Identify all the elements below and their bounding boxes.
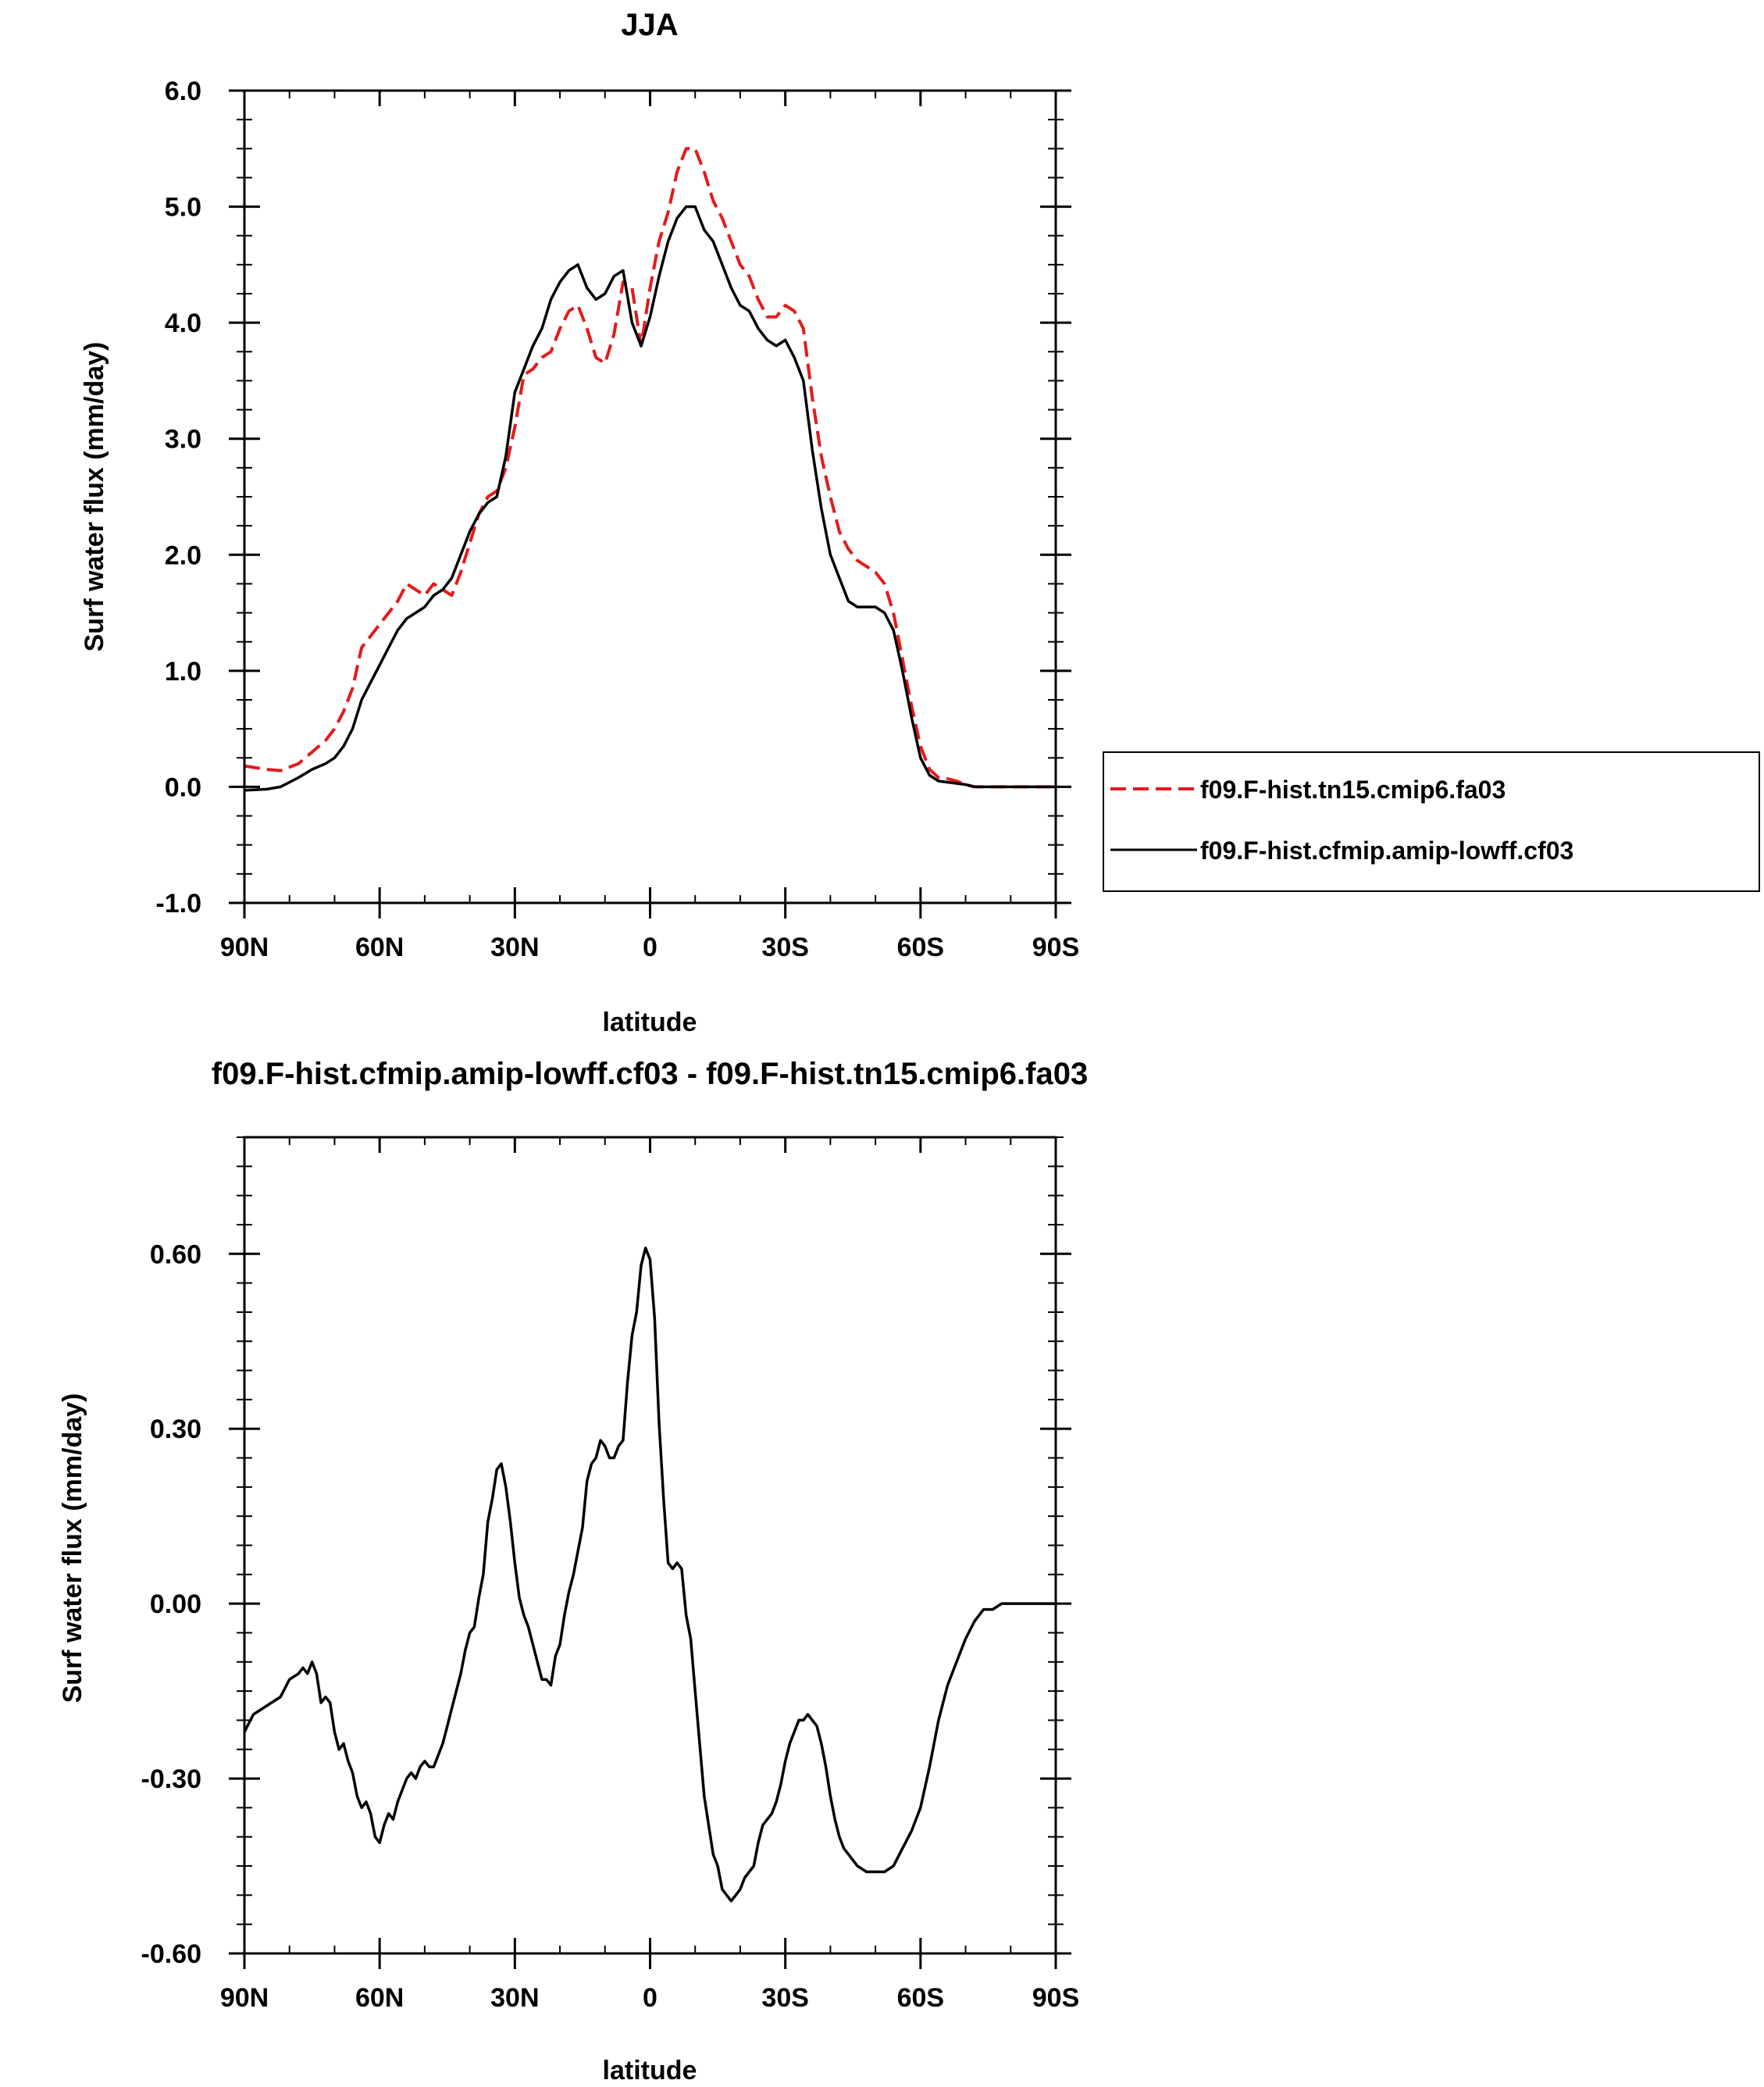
- y-tick-label: 0.0: [165, 772, 201, 802]
- y-tick-label: -0.30: [141, 1764, 202, 1794]
- y-tick-label: 6.0: [165, 77, 201, 106]
- x-tick-label: 30S: [761, 1983, 809, 2013]
- top-y-axis-label: Surf water flux (mm/day): [80, 342, 109, 652]
- y-tick-label: 1.0: [165, 657, 201, 687]
- bottom-panel: f09.F-hist.cfmip.amip-lowff.cf03 - f09.F…: [58, 1057, 1088, 2085]
- x-tick-label: 30S: [761, 933, 809, 962]
- legend: f09.F-hist.tn15.cmip6.fa03 f09.F-hist.cf…: [1103, 751, 1760, 892]
- y-tick-label: 2.0: [165, 540, 201, 570]
- y-tick-label: 5.0: [165, 193, 201, 223]
- y-tick-label: 4.0: [165, 309, 201, 338]
- series-line-tn15: [244, 147, 1056, 789]
- y-tick-label: 0.60: [150, 1240, 201, 1269]
- x-tick-label: 60N: [355, 1983, 404, 2013]
- x-tick-label: 90S: [1032, 933, 1080, 962]
- x-tick-label: 30N: [490, 1983, 539, 2013]
- top-plot-series: [244, 147, 1056, 792]
- x-tick-label: 90N: [220, 933, 269, 962]
- x-tick-label: 90S: [1032, 1983, 1080, 2013]
- x-tick-label: 90N: [220, 1983, 269, 2013]
- x-tick-label: 0: [643, 933, 657, 962]
- x-tick-label: 60S: [897, 933, 945, 962]
- y-tick-label: 0.00: [150, 1589, 201, 1619]
- bottom-chart-title: f09.F-hist.cfmip.amip-lowff.cf03 - f09.F…: [212, 1057, 1088, 1091]
- bottom-y-axis-label: Surf water flux (mm/day): [58, 1393, 87, 1703]
- x-tick-label: 60N: [355, 933, 404, 962]
- x-tick-label: 0: [643, 1983, 657, 2013]
- bottom-plot-series: [243, 1247, 1056, 1903]
- series-line-cfmip: [244, 205, 1056, 792]
- top-ticks: 90N 60N 30N 0 30S 60S 90S -1.0 0.0 1.0 2.0 3.0 4.0 5.…: [155, 77, 1079, 962]
- series-line-difference: [243, 1247, 1056, 1903]
- x-tick-label: 60S: [897, 1983, 945, 2013]
- top-chart-title: JJA: [621, 8, 678, 42]
- y-tick-label: -1.0: [155, 889, 201, 919]
- top-x-axis-label: latitude: [603, 1008, 697, 1037]
- legend-label-tn15: f09.F-hist.tn15.cmip6.fa03: [1200, 776, 1506, 804]
- x-tick-label: 30N: [490, 933, 539, 962]
- legend-box: [1103, 751, 1760, 892]
- legend-label-cfmip: f09.F-hist.cfmip.amip-lowff.cf03: [1200, 837, 1573, 865]
- bottom-ticks: 90N 60N 30N 0 30S 60S 90S -0.60 -0.30 0.00 0.30 0.6…: [141, 1136, 1080, 2013]
- y-tick-label: 3.0: [165, 425, 201, 455]
- y-tick-label: 0.30: [150, 1415, 201, 1444]
- top-plot-frame: [243, 89, 1057, 904]
- bottom-x-axis-label: latitude: [603, 2056, 697, 2085]
- y-tick-label: -0.60: [141, 1939, 202, 1969]
- top-panel: JJA 90N 60N 30N 0 30S 60S 90S -1.0 0.0 1.0 2.0 3.0 4…: [80, 8, 1760, 1037]
